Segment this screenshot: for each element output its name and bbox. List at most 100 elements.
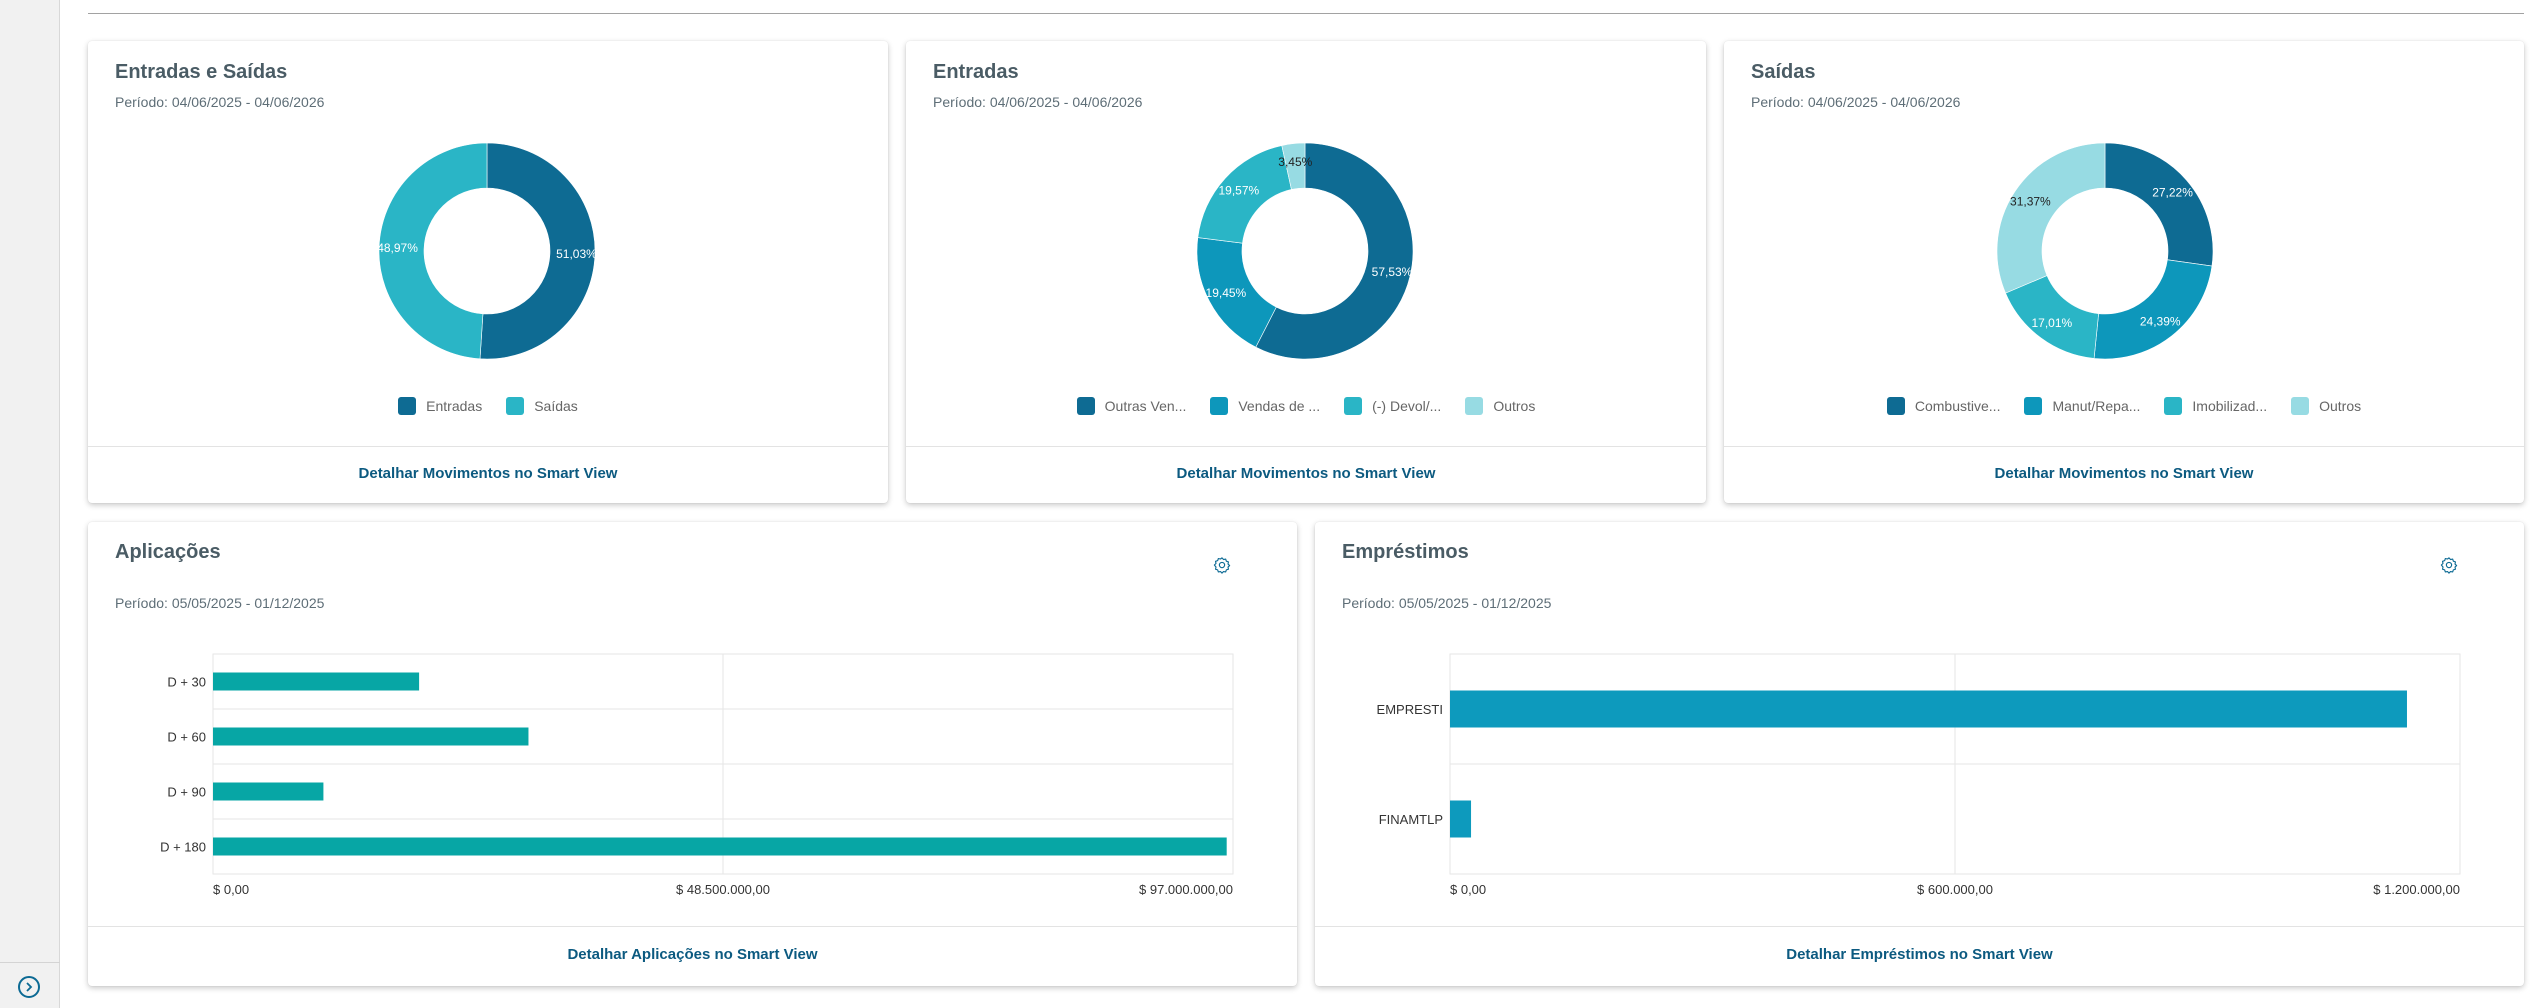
card-period: Período: 05/05/2025 - 01/12/2025 [115, 595, 325, 611]
card-title: Aplicações [115, 541, 221, 563]
legend-item[interactable]: Vendas de ... [1210, 397, 1320, 415]
legend-swatch [398, 397, 417, 415]
bar[interactable] [213, 782, 324, 801]
legend-item[interactable]: Manut/Repa... [2024, 397, 2140, 415]
legend-item[interactable]: (-) Devol/... [1344, 397, 1441, 415]
legend-label: Imobilizad... [2192, 398, 2268, 414]
sidebar-divider [0, 962, 60, 963]
donut-slice[interactable] [1255, 142, 1414, 360]
legend-label: Manut/Repa... [2052, 398, 2141, 414]
x-tick-label: $ 0,00 [213, 882, 249, 897]
legend-swatch [2024, 397, 2043, 415]
legend-label: Outros [2319, 398, 2362, 414]
legend-item[interactable]: Entradas [398, 397, 482, 415]
card-divider [1724, 446, 2524, 447]
legend-item[interactable]: Saídas [506, 397, 578, 415]
slice-label: 19,45% [1206, 286, 1247, 300]
gear-icon[interactable] [1213, 556, 1231, 574]
legend-label: Saídas [534, 398, 578, 414]
detail-emprestimos-link[interactable]: Detalhar Empréstimos no Smart View [1786, 946, 2053, 963]
donut-chart-entradas: 57,53% 19,45% 19,57% 3,45% [1196, 142, 1414, 360]
card-title: Entradas e Saídas [115, 61, 288, 83]
bar[interactable] [213, 837, 1227, 856]
gear-icon[interactable] [2440, 556, 2458, 574]
x-tick-label: $ 0,00 [1450, 882, 1486, 897]
card-title: Entradas [933, 61, 1019, 83]
legend-swatch [2164, 397, 2183, 415]
legend-label: Outras Ven... [1104, 398, 1187, 414]
legend-item[interactable]: Outras Ven... [1076, 397, 1187, 415]
donut-chart-entradas-saidas: 51,03% 48,97% [377, 142, 597, 360]
legend-item[interactable]: Combustive... [1886, 397, 2001, 415]
card-aplicacoes: Aplicações Período: 05/05/2025 - 01/12/2… [88, 522, 1297, 986]
donut-slice[interactable] [2104, 142, 2214, 267]
legend-item[interactable]: Outros [1465, 397, 1535, 415]
card-period: Período: 04/06/2025 - 04/06/2026 [115, 94, 325, 110]
detail-movements-link[interactable]: Detalhar Movimentos no Smart View [1994, 465, 2254, 482]
donut-slice[interactable] [479, 142, 596, 360]
legend-label: Combustive... [1914, 398, 2001, 414]
legend-swatch [1344, 397, 1363, 415]
legend-item[interactable]: Outros [2291, 397, 2361, 415]
legend-item[interactable]: Imobilizad... [2164, 397, 2267, 415]
card-entradas: Entradas Período: 04/06/2025 - 04/06/202… [906, 41, 1706, 503]
legend-swatch [1076, 397, 1095, 415]
donut-slice[interactable] [378, 142, 488, 360]
slice-label: 24,39% [2140, 314, 2181, 328]
category-label: FINAMTLP [1379, 812, 1443, 827]
donut-slice[interactable] [1996, 142, 2106, 294]
bar[interactable] [1450, 690, 2407, 728]
legend-label: Outros [1493, 398, 1536, 414]
sidebar [0, 0, 60, 1008]
category-label: D + 60 [167, 730, 206, 745]
detail-movements-link[interactable]: Detalhar Movimentos no Smart View [1176, 465, 1436, 482]
legend-label: Entradas [426, 398, 483, 414]
detail-aplicacoes-link[interactable]: Detalhar Aplicações no Smart View [567, 946, 818, 963]
bar[interactable] [1450, 800, 1472, 838]
slice-label: 57,53% [1372, 265, 1413, 279]
card-title: Empréstimos [1342, 541, 1469, 563]
expand-sidebar-button[interactable] [18, 976, 40, 998]
legend-label: Vendas de ... [1238, 398, 1321, 414]
chart-legend: Outras Ven... Vendas de ... (-) Devol/... O… [906, 397, 1706, 415]
bar[interactable] [213, 727, 529, 746]
chart-legend: Combustive... Manut/Repa... Imobilizad... O… [1724, 397, 2524, 415]
x-tick-label: $ 48.500.000,00 [676, 882, 770, 897]
x-tick-label: $ 600.000,00 [1917, 882, 1993, 897]
slice-label: 3,45% [1278, 155, 1312, 169]
detail-movements-link[interactable]: Detalhar Movimentos no Smart View [358, 465, 618, 482]
card-emprestimos: Empréstimos Período: 05/05/2025 - 01/12/… [1315, 522, 2524, 986]
category-label: D + 180 [160, 840, 206, 855]
card-divider [88, 926, 1297, 927]
donut-slice[interactable] [2093, 259, 2213, 360]
bar-chart-emprestimos: EMPRESTI FINAMTLP $ 0,00 $ 600.000,00 $ 1.20… [1377, 653, 2461, 897]
header-divider [88, 13, 2524, 14]
slice-label: 19,57% [1219, 184, 1260, 198]
legend-swatch [506, 397, 525, 415]
legend-swatch [1210, 397, 1229, 415]
x-tick-label: $ 1.200.000,00 [2373, 882, 2460, 897]
card-saidas: Saídas Período: 04/06/2025 - 04/06/2026 … [1724, 41, 2524, 503]
slice-label: 51,03% [556, 247, 597, 261]
bar[interactable] [213, 672, 420, 691]
slice-label: 48,97% [377, 241, 418, 255]
bar-chart-aplicacoes: D + 30 D + 60 D + 90 D + 180 $ 0,00 $ 48.500.… [160, 653, 1234, 897]
x-tick-label: $ 97.000.000,00 [1139, 882, 1233, 897]
card-period: Período: 04/06/2025 - 04/06/2026 [933, 94, 1143, 110]
slice-label: 17,01% [2031, 316, 2072, 330]
category-label: EMPRESTI [1377, 702, 1443, 717]
slice-label: 27,22% [2152, 185, 2193, 199]
donut-chart-saidas: 27,22% 24,39% 17,01% 31,37% [1996, 142, 2214, 360]
card-entradas-saidas: Entradas e Saídas Período: 04/06/2025 - … [88, 41, 888, 503]
donut-slice[interactable] [1281, 142, 1306, 190]
legend-swatch [1886, 397, 1905, 415]
card-title: Saídas [1751, 61, 1816, 83]
category-label: D + 90 [167, 785, 206, 800]
category-label: D + 30 [167, 675, 206, 690]
chart-legend: Entradas Saídas [88, 397, 888, 415]
card-period: Período: 04/06/2025 - 04/06/2026 [1751, 94, 1961, 110]
legend-swatch [2291, 397, 2310, 415]
card-divider [88, 446, 888, 447]
card-divider [1315, 926, 2524, 927]
chevron-right-circle-icon [26, 982, 33, 992]
